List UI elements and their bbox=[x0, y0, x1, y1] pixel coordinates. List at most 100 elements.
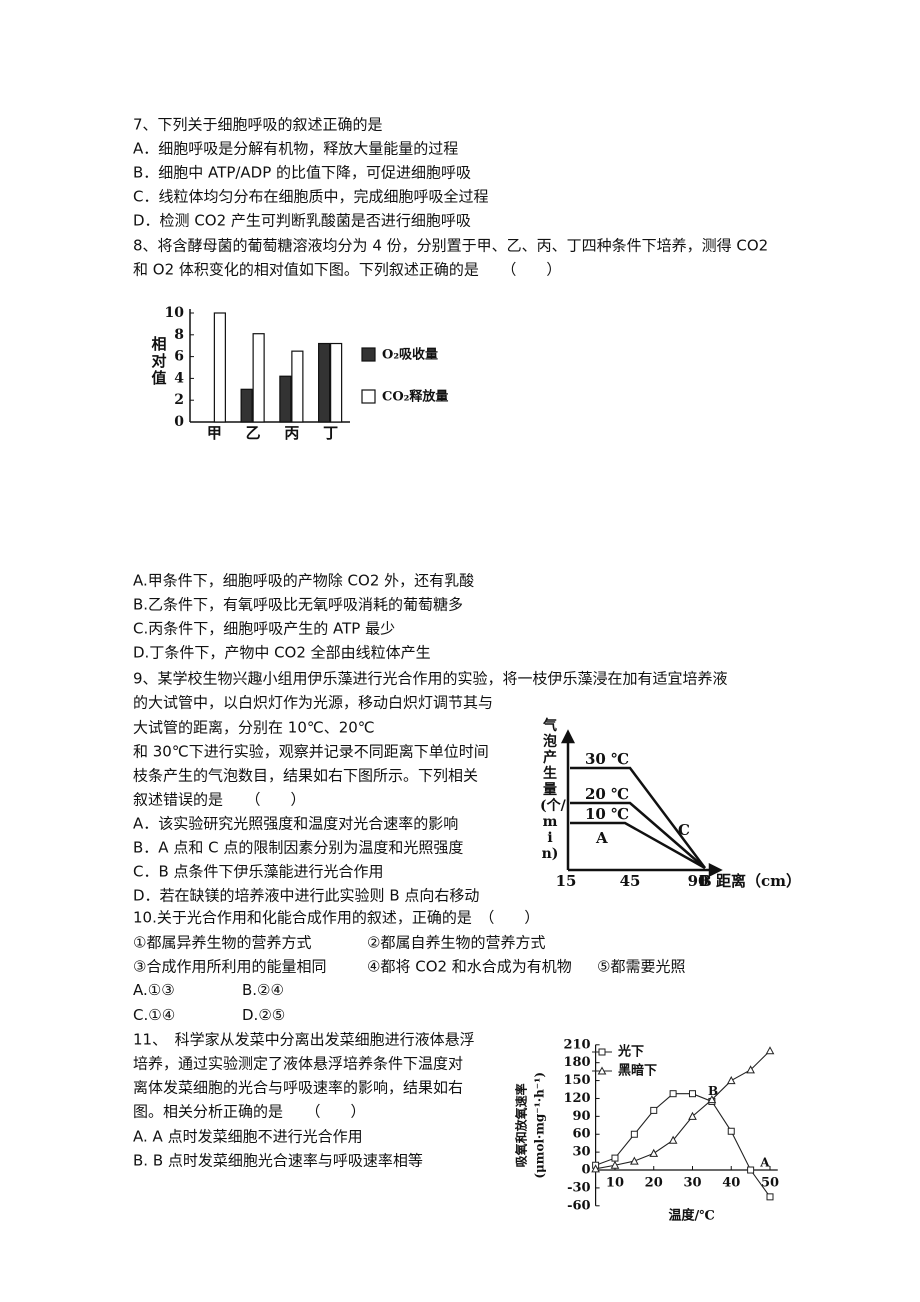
x-tick-label: 40 bbox=[722, 1176, 740, 1191]
tick-label: 15 bbox=[556, 872, 577, 890]
text-line: B. B 点时发菜细胞光合速率与呼吸速率相等 bbox=[133, 1151, 423, 1170]
curve-label: 20 ℃ bbox=[585, 785, 629, 803]
text-line: 叙述错误的是 （ ） bbox=[133, 790, 306, 809]
text-line: B．A 点和 C 点的限制因素分别为温度和光照强度 bbox=[133, 838, 464, 857]
marker bbox=[727, 1127, 735, 1135]
text-line: 离体发菜细胞的光合与呼吸速率的影响，结果如右 bbox=[133, 1078, 464, 1097]
marker bbox=[650, 1106, 658, 1114]
y-tick-label: 0 bbox=[174, 414, 184, 430]
marker bbox=[707, 1095, 717, 1104]
text-line: 11、 科学家从发菜中分离出发菜细胞进行液体悬浮 bbox=[133, 1030, 475, 1049]
text-line: A．该实验研究光照强度和温度对光合速率的影响 bbox=[133, 814, 459, 833]
text-line: ②都属自养生物的营养方式 bbox=[367, 933, 546, 952]
bar bbox=[330, 342, 343, 423]
text-line: B.②④ bbox=[242, 981, 284, 999]
legend-label: 光下 bbox=[617, 1044, 644, 1060]
y-label: 相对值 bbox=[151, 335, 167, 387]
arrow bbox=[560, 729, 576, 744]
marker bbox=[746, 1065, 755, 1074]
y-tick-label: 180 bbox=[563, 1055, 590, 1070]
text-line: A．细胞呼吸是分解有机物，释放大量能量的过程 bbox=[133, 139, 459, 158]
y-tick-label: -30 bbox=[567, 1180, 591, 1195]
point-label: A bbox=[595, 829, 608, 847]
y-tick-label: 2 bbox=[174, 392, 184, 408]
legend-swatch bbox=[361, 389, 376, 404]
text-line: C.①④ bbox=[133, 1006, 176, 1024]
marker bbox=[688, 1090, 696, 1098]
marker bbox=[688, 1111, 697, 1120]
x-tick-label: 30 bbox=[683, 1176, 701, 1191]
text-line: 8、将含酵母菌的葡萄糖溶液均分为 4 份，分别置于甲、乙、丙、丁四种条件下培养，… bbox=[133, 236, 769, 255]
text-line: 和 30℃下进行实验，观察并记录不同距离下单位时间 bbox=[133, 742, 489, 761]
tick-label: 90 bbox=[688, 872, 709, 890]
marker bbox=[591, 1164, 600, 1173]
y-tick-label: 8 bbox=[174, 327, 184, 343]
annotation: B bbox=[708, 1084, 718, 1098]
marker bbox=[726, 1076, 736, 1085]
point-label: C bbox=[678, 821, 690, 839]
text-line: 7、下列关于细胞呼吸的叙述正确的是 bbox=[133, 115, 383, 134]
curve-label: 10 ℃ bbox=[585, 805, 629, 823]
text-line: C．B 点条件下伊乐藻能进行光合作用 bbox=[133, 862, 384, 881]
y-tick-label: 10 bbox=[165, 305, 185, 321]
text-line: D.丁条件下，产物中 CO2 全部由线粒体产生 bbox=[133, 643, 431, 662]
line bbox=[595, 1050, 771, 1170]
marker bbox=[668, 1135, 678, 1144]
y-tick-label: 0 bbox=[582, 1163, 591, 1178]
x-tick-label: 10 bbox=[606, 1176, 624, 1191]
text-line: D.②⑤ bbox=[242, 1006, 286, 1024]
arrow bbox=[708, 862, 723, 878]
x-tick-label: 甲 bbox=[207, 424, 222, 442]
marker bbox=[669, 1090, 677, 1098]
x-label: 温度/℃ bbox=[669, 1207, 715, 1223]
curve bbox=[570, 821, 706, 870]
y-tick-label: 210 bbox=[563, 1037, 590, 1052]
x-tick-label: 50 bbox=[761, 1176, 779, 1191]
distance-diagram bbox=[560, 729, 723, 878]
y-label: 吸氧和放氧速率 bbox=[514, 1083, 529, 1167]
text-line: 枝条产生的气泡数目，结果如右下图所示。下列相关 bbox=[133, 766, 479, 785]
marker bbox=[766, 1193, 774, 1201]
point-label: B bbox=[699, 872, 712, 890]
y-tick-label: 30 bbox=[573, 1145, 591, 1160]
legend-marker bbox=[598, 1048, 606, 1056]
text-line: ③合成作用所利用的能量相同 bbox=[133, 957, 327, 976]
annotation: A bbox=[759, 1155, 770, 1169]
y-label: (μmol·mg⁻¹·h⁻¹) bbox=[533, 1072, 547, 1179]
line bbox=[595, 1093, 771, 1198]
text-line: B．细胞中 ATP/ADP 的比值下降，可促进细胞呼吸 bbox=[133, 163, 472, 182]
y-tick-label: 6 bbox=[174, 349, 184, 365]
text-line: C.丙条件下，细胞呼吸产生的 ATP 最少 bbox=[133, 619, 396, 638]
marker bbox=[747, 1166, 755, 1174]
text-line: 的大试管中，以白炽灯作为光源，移动白炽灯调节其与 bbox=[133, 693, 494, 712]
text-line: 10.关于光合作用和化能合成作用的叙述，正确的是 （ ） bbox=[133, 908, 540, 927]
text-line: D．若在缺镁的培养液中进行此实验则 B 点向右移动 bbox=[133, 886, 480, 905]
legend-label: CO₂释放量 bbox=[382, 389, 448, 405]
x-tick-label: 20 bbox=[645, 1176, 663, 1191]
bar bbox=[240, 388, 253, 423]
marker bbox=[630, 1130, 638, 1138]
bar bbox=[279, 375, 292, 423]
legend-marker bbox=[597, 1066, 607, 1075]
y-tick-label: 90 bbox=[573, 1109, 591, 1124]
text-line: 9、某学校生物兴趣小组用伊乐藻进行光合作用的实验，将一枝伊乐藻浸在加有适宜培养液 bbox=[133, 669, 728, 688]
marker bbox=[611, 1154, 619, 1162]
y-tick-label: 60 bbox=[573, 1127, 591, 1142]
curve bbox=[570, 801, 706, 869]
y-tick-label: 120 bbox=[563, 1091, 590, 1106]
marker bbox=[649, 1148, 659, 1157]
legend-swatch bbox=[361, 347, 376, 362]
y-tick-label: -60 bbox=[567, 1198, 591, 1213]
marker bbox=[630, 1156, 639, 1165]
text-line: 图。相关分析正确的是 （ ） bbox=[133, 1102, 366, 1121]
x-tick-label: 丁 bbox=[323, 424, 338, 442]
marker bbox=[765, 1046, 775, 1055]
text-line: A.甲条件下，细胞呼吸的产物除 CO2 外，还有乳酸 bbox=[133, 571, 475, 590]
x-tick-label: 丙 bbox=[284, 424, 299, 442]
bar bbox=[213, 312, 226, 423]
bar bbox=[252, 333, 265, 423]
y-tick-label: 150 bbox=[563, 1073, 590, 1088]
text-line: ①都属异养生物的营养方式 bbox=[133, 933, 312, 952]
